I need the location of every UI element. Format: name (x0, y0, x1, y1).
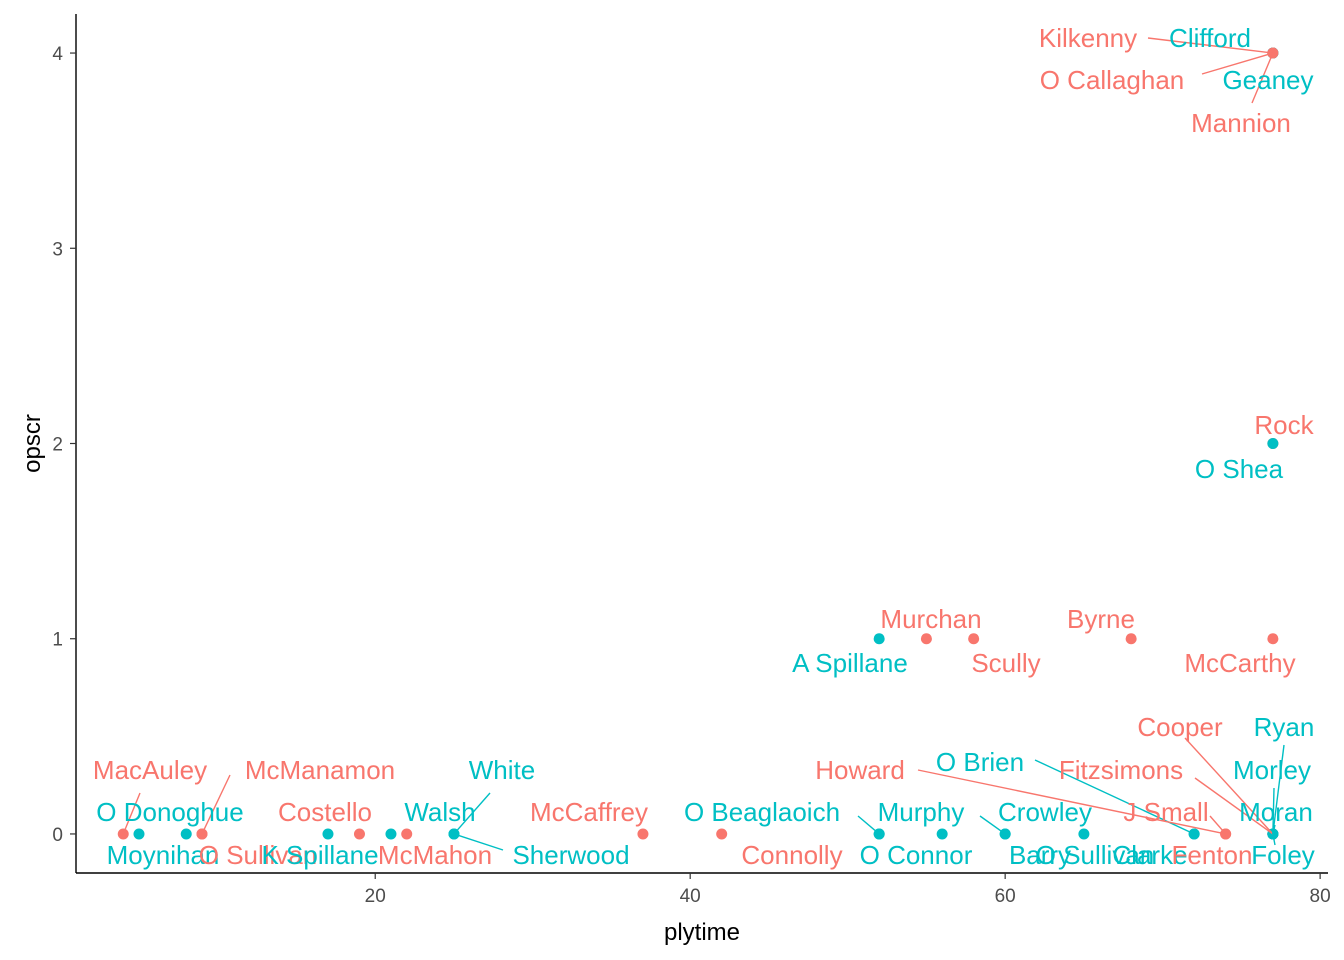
point-label: McCaffrey (530, 797, 648, 827)
leader-line (122, 792, 141, 835)
data-point (353, 828, 365, 840)
point-label: O Brien (936, 747, 1024, 777)
leader-line (917, 769, 1226, 835)
point-label: Ryan (1254, 712, 1315, 742)
x-tick-label: 40 (680, 886, 701, 907)
point-label: Murphy (878, 797, 965, 827)
leader-line (1272, 787, 1275, 834)
point-label: O Callaghan (1040, 65, 1185, 95)
y-tick-label: 4 (52, 44, 63, 65)
data-point (873, 633, 885, 645)
leader-line (201, 774, 231, 835)
point-markers (117, 47, 1279, 840)
leader-line (453, 833, 504, 851)
point-label: Morley (1233, 755, 1311, 785)
point-label: Kilkenny (1039, 23, 1137, 53)
leader-line (1272, 833, 1276, 846)
point-label: McMahon (378, 840, 492, 870)
x-axis-title: plytime (664, 919, 740, 946)
point-label: Sherwood (512, 840, 629, 870)
leader-line (1272, 824, 1276, 835)
point-label: Moran (1239, 797, 1313, 827)
data-point (637, 828, 649, 840)
leader-line (1147, 37, 1273, 54)
point-label: Crowley (998, 797, 1092, 827)
point-label: Connolly (741, 840, 842, 870)
point-label: O Sullivan (199, 840, 318, 870)
point-label: Cooper (1137, 712, 1223, 742)
y-tick-label: 0 (52, 825, 63, 846)
point-label: O Donoghue (96, 797, 243, 827)
data-point (1078, 828, 1090, 840)
leader-line (1194, 777, 1274, 835)
leader-line (857, 815, 880, 835)
point-label: Costello (278, 797, 372, 827)
data-point (385, 828, 397, 840)
point-label: Scully (971, 648, 1040, 678)
y-tick-label: 3 (52, 239, 63, 260)
point-label: McCarthy (1184, 648, 1295, 678)
x-axis-ticks: 20 40 60 80 (365, 873, 1331, 907)
point-label: Mannion (1191, 108, 1291, 138)
point-label: O Beaglaoich (684, 797, 840, 827)
y-axis-ticks: 0 1 2 3 4 (52, 44, 76, 846)
point-label: K Spillane (261, 840, 378, 870)
data-point (968, 633, 980, 645)
point-label: Byrne (1067, 604, 1135, 634)
point-label: O Sullivan (1036, 840, 1155, 870)
point-label: Moynihan (107, 840, 220, 870)
data-point (716, 828, 728, 840)
data-point (936, 828, 948, 840)
point-label: Clifford (1169, 23, 1251, 53)
data-point (1267, 438, 1279, 449)
point-label: O Connor (860, 840, 973, 870)
data-point (322, 828, 334, 840)
point-label: A Spillane (792, 648, 908, 678)
data-point (1125, 633, 1137, 645)
point-label: Rock (1254, 410, 1314, 440)
x-tick-label: 60 (995, 886, 1016, 907)
data-point (1267, 633, 1279, 645)
point-labels: Kilkenny Clifford O Callaghan Geaney Mannion… (93, 23, 1315, 870)
point-label: White (469, 755, 535, 785)
point-label: J Small (1123, 797, 1208, 827)
leader-line (1184, 737, 1274, 835)
leader-line (1209, 815, 1227, 835)
point-label: O Shea (1195, 454, 1284, 484)
point-label: Murchan (880, 604, 981, 634)
point-label: Howard (815, 755, 905, 785)
point-label: Barry (1009, 840, 1071, 870)
data-point (133, 828, 145, 840)
y-axis-title: opscr (19, 414, 46, 473)
point-label: Fitzsimons (1059, 755, 1183, 785)
y-tick-label: 1 (52, 630, 63, 651)
point-label: Geaney (1222, 65, 1313, 95)
point-label: Fenton (1172, 840, 1253, 870)
leader-line (1272, 744, 1285, 835)
data-point (401, 828, 413, 840)
label-leader-lines (122, 37, 1285, 851)
x-tick-label: 80 (1310, 886, 1331, 907)
point-label: Clarke (1112, 840, 1187, 870)
y-tick-label: 2 (52, 435, 63, 456)
point-label: MacAuley (93, 755, 207, 785)
x-tick-label: 20 (365, 886, 386, 907)
leader-line (1251, 52, 1274, 104)
leader-line (1201, 52, 1274, 75)
leader-line (453, 792, 491, 835)
leader-line (979, 815, 1006, 835)
data-point (180, 828, 192, 840)
point-label: McManamon (245, 755, 395, 785)
point-label: Foley (1251, 840, 1315, 870)
data-point (920, 633, 932, 645)
point-label: Walsh (404, 797, 475, 827)
